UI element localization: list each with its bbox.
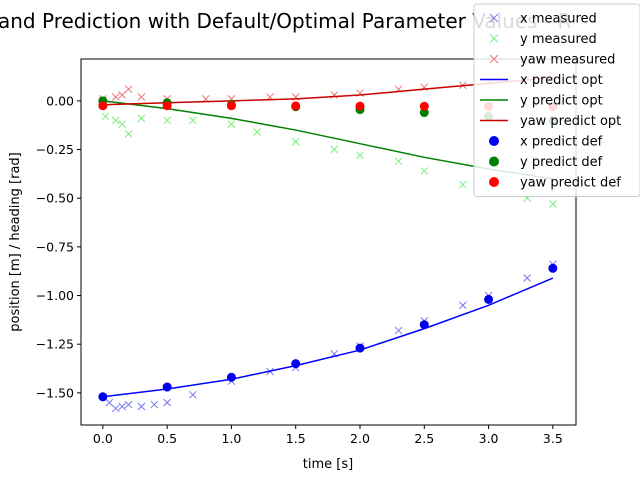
legend-item-y-predict-opt: y predict opt: [480, 94, 603, 109]
x-tick-label: 1.5: [286, 431, 306, 446]
data-point: [111, 93, 120, 101]
data-point: [355, 343, 365, 353]
data-point: [124, 400, 133, 409]
data-point: [189, 116, 197, 125]
data-point: [356, 151, 364, 160]
legend-label: y predict opt: [520, 94, 603, 109]
data-point: [137, 114, 146, 123]
data-point: [124, 85, 133, 94]
data-point: [394, 157, 403, 166]
data-point: [523, 274, 531, 282]
data-point: [137, 402, 146, 411]
legend-label: y measured: [520, 32, 597, 47]
legend-handle: [489, 156, 499, 167]
data-point: [118, 402, 126, 411]
x-tick-label: 0.0: [93, 431, 113, 446]
data-point: [111, 116, 120, 125]
data-point: [98, 392, 108, 402]
y-tick-label: −0.75: [36, 239, 74, 254]
y-axis: 0.00 −0.25 −0.50 −0.75 −1.00 −1.25 −1.50: [36, 93, 81, 400]
data-point: [420, 167, 429, 175]
legend-label: yaw predict def: [520, 176, 621, 191]
data-point: [118, 120, 126, 129]
series-x-measured: [105, 260, 557, 413]
data-point: [162, 382, 172, 392]
legend-item-x-measured: x measured: [489, 12, 597, 27]
x-axis-label: time [s]: [303, 457, 353, 472]
data-point: [226, 372, 236, 382]
legend-label: y predict def: [520, 155, 603, 170]
series-x-predict-def: [98, 263, 558, 402]
legend-handle: [489, 34, 499, 43]
x-tick-label: 1.0: [221, 431, 241, 446]
data-point: [549, 200, 557, 208]
data-point: [189, 390, 197, 399]
data-point: [150, 400, 159, 409]
data-point: [111, 404, 120, 413]
legend-item-yaw-predict-opt: yaw predict opt: [480, 114, 621, 129]
legend-handle: [489, 136, 499, 146]
legend-item-x-predict-def: x predict def: [489, 135, 603, 150]
data-point: [98, 101, 108, 111]
data-point: [459, 180, 467, 189]
data-point: [124, 130, 133, 138]
x-axis: 0.0 0.5 1.0 1.5 2.0 2.5 3.0 3.5: [93, 425, 563, 446]
x-tick-label: 0.5: [157, 431, 177, 446]
data-point: [101, 112, 110, 121]
data-point: [355, 101, 365, 111]
legend-item-y-predict-def: y predict def: [489, 155, 603, 170]
series-x-predict-opt: [102, 277, 554, 398]
data-point: [253, 128, 261, 136]
data-point: [548, 263, 558, 273]
data-point: [105, 398, 114, 407]
legend-label: x predict def: [520, 135, 603, 150]
legend-label: yaw predict opt: [520, 114, 621, 129]
data-point: [163, 116, 171, 125]
x-tick-label: 2.0: [350, 431, 370, 446]
data-point: [137, 93, 146, 101]
legend-handle: [489, 13, 499, 23]
y-tick-label: −1.50: [36, 385, 74, 400]
data-point: [163, 398, 171, 407]
y-tick-label: 0.00: [46, 93, 74, 108]
legend-handle: [489, 54, 499, 64]
legend-label: x predict opt: [520, 73, 603, 88]
legend-item-yaw-predict-def: yaw predict def: [489, 176, 621, 191]
legend: x measured y measured yaw measured x predic…: [473, 3, 640, 197]
data-point: [484, 294, 494, 304]
data-point: [330, 145, 339, 154]
data-point: [226, 101, 236, 111]
legend-item-x-predict-opt: x predict opt: [480, 73, 603, 88]
data-point: [291, 101, 301, 111]
data-point: [419, 101, 429, 111]
data-point: [118, 91, 126, 99]
legend-handle: [489, 177, 499, 187]
data-point: [459, 301, 467, 310]
x-tick-label: 3.5: [543, 431, 563, 446]
legend-box: [473, 3, 640, 197]
data-point: [162, 101, 172, 111]
y-axis-label: position [m] / heading [rad]: [8, 152, 23, 331]
legend-label: yaw measured: [520, 53, 615, 68]
y-tick-label: −0.50: [36, 191, 74, 206]
legend-label: x measured: [520, 12, 597, 27]
data-point: [291, 359, 301, 369]
x-tick-label: 3.0: [479, 431, 499, 446]
series-line: [102, 277, 554, 398]
plot-frame: [80, 58, 577, 426]
y-tick-label: −0.25: [36, 142, 74, 157]
legend-item-yaw-measured: yaw measured: [489, 53, 615, 68]
data-point: [227, 120, 236, 129]
data-point: [419, 108, 429, 118]
y-tick-label: −1.25: [36, 337, 74, 352]
data-point: [394, 326, 403, 335]
data-point: [419, 320, 429, 330]
x-tick-label: 2.5: [414, 431, 434, 446]
y-tick-label: −1.00: [36, 288, 74, 303]
data-point: [291, 137, 300, 146]
legend-item-y-measured: y measured: [489, 32, 597, 47]
